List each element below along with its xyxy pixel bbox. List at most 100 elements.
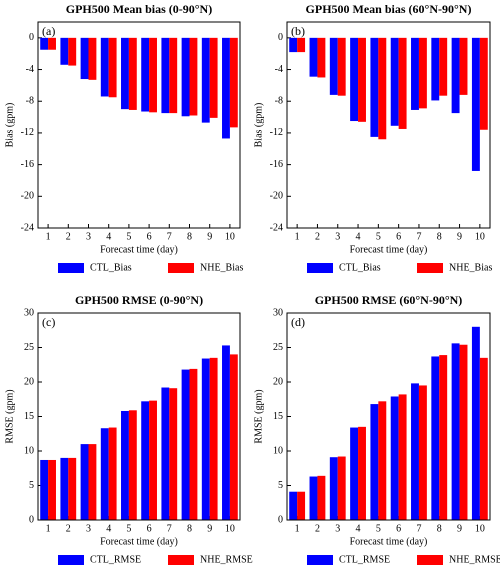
y-tick-label: -24 [270, 222, 283, 233]
legend-swatch [307, 263, 333, 273]
legend-label: CTL_Bias [339, 262, 381, 273]
x-tick-label: 2 [315, 231, 320, 242]
x-tick-label: 6 [147, 231, 152, 242]
bar [439, 355, 448, 520]
legend-swatch [58, 263, 84, 273]
bar [297, 491, 306, 520]
panel-label: (d) [291, 315, 305, 329]
panel-label: (c) [42, 315, 55, 329]
x-tick-label: 3 [86, 231, 91, 242]
bar [222, 37, 230, 139]
x-tick-label: 8 [437, 231, 442, 242]
bar [108, 37, 117, 98]
x-tick-label: 1 [295, 523, 300, 534]
bar [317, 37, 326, 78]
bar [48, 459, 56, 520]
bar [149, 400, 157, 520]
bar [451, 343, 460, 520]
y-tick-label: 20 [273, 376, 283, 387]
bar [88, 444, 97, 520]
y-tick-label: 10 [273, 445, 283, 456]
x-tick-label: 7 [416, 523, 421, 534]
y-tick-label: 10 [24, 445, 34, 456]
bar [108, 427, 117, 520]
bar [100, 37, 109, 97]
bar [378, 37, 387, 140]
x-tick-label: 2 [66, 523, 71, 534]
panel-label: (b) [291, 24, 305, 38]
bar [337, 456, 346, 520]
x-tick-label: 1 [46, 231, 51, 242]
x-tick-label: 1 [295, 231, 300, 242]
y-tick-label: 0 [29, 514, 34, 525]
bar [141, 37, 150, 112]
bar [398, 37, 407, 129]
y-tick-label: -8 [275, 96, 283, 107]
bar [128, 410, 137, 520]
bar [350, 37, 359, 122]
x-tick-label: 3 [86, 523, 91, 534]
legend-label: NHE_RMSE [449, 554, 500, 565]
legend-swatch [58, 555, 84, 565]
bar [297, 37, 306, 53]
bar [390, 37, 399, 126]
bar [189, 368, 198, 520]
bar [398, 394, 407, 520]
bar [209, 357, 218, 520]
plot-frame [286, 21, 491, 229]
bar [370, 404, 379, 520]
bar [189, 37, 198, 116]
legend-label: CTL_RMSE [90, 554, 141, 565]
bar [181, 369, 190, 520]
y-tick-label: -16 [21, 159, 34, 170]
x-tick-label: 5 [126, 523, 131, 534]
bar [68, 37, 77, 66]
y-axis-label: Bias (gpm) [253, 103, 264, 148]
bar [68, 457, 77, 520]
y-tick-label: -24 [21, 222, 34, 233]
bar [60, 457, 69, 520]
bar [378, 401, 387, 520]
bar [229, 354, 238, 520]
x-tick-label: 4 [356, 231, 361, 242]
bar [60, 37, 69, 65]
x-axis-label: Forecast time (day) [350, 244, 428, 255]
y-tick-label: 15 [24, 411, 34, 422]
x-tick-label: 5 [376, 231, 381, 242]
bar [289, 491, 298, 520]
x-tick-label: 6 [147, 523, 152, 534]
bar [317, 475, 326, 520]
x-tick-label: 10 [475, 231, 485, 242]
bar [459, 344, 468, 520]
x-tick-label: 3 [335, 523, 340, 534]
chart-title: GPH500 Mean bias (60°N-90°N) [306, 2, 472, 16]
x-tick-label: 5 [126, 231, 131, 242]
y-tick-label: 25 [24, 342, 34, 353]
y-tick-label: -12 [270, 127, 283, 138]
bar [358, 37, 366, 122]
bar [209, 37, 218, 118]
x-axis-label: Forecast time (day) [100, 536, 178, 547]
bar [201, 37, 210, 123]
x-tick-label: 8 [437, 523, 442, 534]
bar [471, 326, 480, 520]
x-tick-label: 7 [416, 231, 421, 242]
bar [201, 358, 210, 520]
bar [141, 401, 150, 520]
bar [80, 37, 89, 80]
x-tick-label: 6 [396, 523, 401, 534]
bar [431, 37, 440, 101]
bar [411, 37, 419, 110]
legend-label: NHE_RMSE [200, 554, 253, 565]
legend-swatch [168, 263, 194, 273]
bar [337, 37, 346, 96]
y-tick-label: 20 [24, 376, 34, 387]
x-tick-label: 4 [106, 231, 111, 242]
x-tick-label: 8 [187, 523, 192, 534]
legend-label: CTL_RMSE [339, 554, 390, 565]
x-tick-label: 5 [376, 523, 381, 534]
bar [418, 385, 427, 520]
bar [418, 37, 427, 109]
bar [390, 396, 399, 520]
